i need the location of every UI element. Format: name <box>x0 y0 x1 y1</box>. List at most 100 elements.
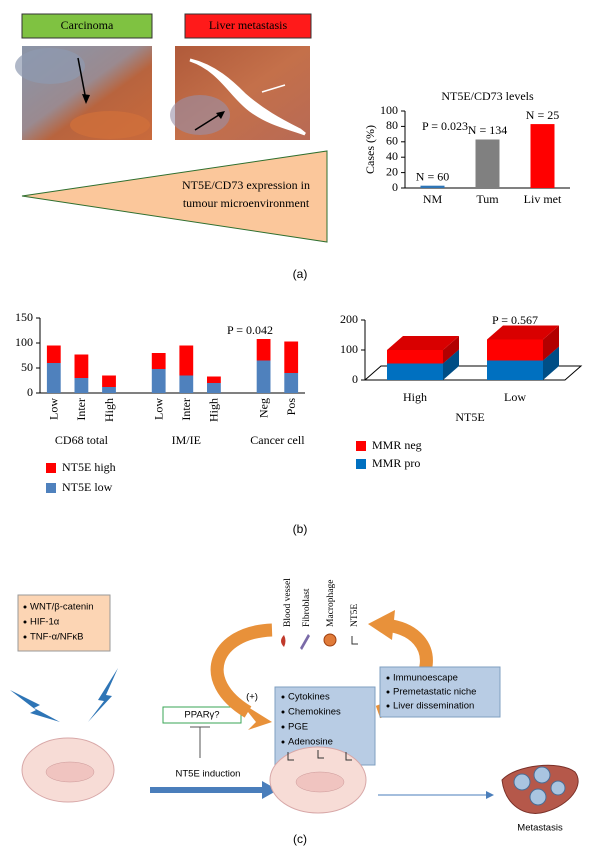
bar-segment <box>256 360 271 393</box>
micrograph <box>170 46 310 140</box>
mediator: PGE <box>288 722 308 733</box>
bar <box>475 139 500 188</box>
lightning <box>10 690 60 722</box>
mediator: Adenosine <box>288 737 333 748</box>
label-box <box>21 13 153 39</box>
legend-swatch <box>356 459 366 469</box>
bar-top <box>487 325 559 340</box>
group-label: IM/IE <box>172 433 201 447</box>
bar-side <box>443 336 459 364</box>
cell-type: Blood vessel <box>283 578 293 627</box>
signal: HIF-1α <box>30 617 60 628</box>
nucleus <box>295 771 345 793</box>
y-tick-label: 100 <box>15 335 33 349</box>
bar-side <box>443 349 459 380</box>
legend-swatch <box>46 463 56 473</box>
bar-side <box>543 325 559 361</box>
panel-label: (a) <box>293 267 308 281</box>
group-label: CD68 total <box>55 433 109 447</box>
lightning <box>88 668 118 722</box>
bar-segment <box>487 339 543 361</box>
arrowhead <box>262 781 278 799</box>
bar-segment <box>179 375 194 393</box>
bar-label: N = 60 <box>416 169 449 183</box>
bar <box>530 124 555 188</box>
x-tick-label: Low <box>47 398 61 420</box>
inhibitor: PPARγ? <box>184 710 219 721</box>
signal-box <box>17 594 111 652</box>
bar-segment <box>387 363 443 380</box>
y-tick-label: 100 <box>380 103 398 117</box>
bar-side <box>543 346 559 380</box>
mediator: Chemokines <box>288 707 341 718</box>
legend-label: MMR neg <box>372 438 422 452</box>
legend-swatch <box>46 483 56 493</box>
annotation: P = 0.023 <box>422 119 468 133</box>
panel-label: (b) <box>293 522 308 536</box>
result: Metastasis <box>517 823 563 834</box>
bar-segment <box>151 369 166 393</box>
y-tick-label: 100 <box>340 342 358 356</box>
bar-segment <box>46 363 61 393</box>
y-tick-label: 150 <box>15 310 33 324</box>
annotation: P = 0.567 <box>492 313 538 327</box>
y-tick-label: 0 <box>392 180 398 194</box>
outcome: Premetastatic niche <box>393 687 476 698</box>
bar <box>420 185 445 188</box>
x-tick-label: High <box>403 390 427 404</box>
macrophage-icon <box>323 633 337 647</box>
y-tick-label: 80 <box>386 118 398 132</box>
x-tick-label: Low <box>504 390 526 404</box>
triangle-text: NT5E/CD73 expression in <box>182 178 310 192</box>
diagram: WNT/β-catenin HIF-1α TNF-α/NFκB PPARγ? N… <box>10 578 579 834</box>
y-tick-label: 60 <box>386 134 398 148</box>
vessel-icon <box>281 635 286 647</box>
arrowhead <box>240 702 272 730</box>
bar-segment <box>74 378 89 393</box>
annotation: P = 0.042 <box>227 323 273 337</box>
y-tick-label: 40 <box>386 149 398 163</box>
feedback-arrow <box>210 623 273 718</box>
micrograph <box>15 46 152 140</box>
legend-swatch <box>356 441 366 451</box>
nt5e-icon <box>351 636 358 645</box>
gradient-triangle <box>21 150 328 243</box>
image-label: Liver metastasis <box>209 18 288 32</box>
panel-label: (c) <box>293 832 307 846</box>
arrowhead <box>486 791 494 799</box>
bar-segment <box>102 375 116 387</box>
triangle-text: tumour microenvironment <box>183 196 310 210</box>
y-tick-label: 50 <box>21 360 33 374</box>
feedback: (+) <box>246 692 258 703</box>
bar-top <box>387 336 459 350</box>
legend-label: MMR pro <box>372 456 420 470</box>
outcome-box <box>379 666 501 718</box>
bar-segment <box>46 345 61 363</box>
bar-segment <box>102 387 116 393</box>
y-tick-label: 0 <box>27 385 33 399</box>
signal: TNF-α/NFκB <box>30 632 84 643</box>
fibroblast-icon <box>300 634 310 650</box>
y-axis-label: Cases (%) <box>363 125 377 174</box>
x-tick-label: Neg <box>256 398 270 418</box>
y-tick-label: 200 <box>340 312 358 326</box>
x-tick-label: Inter <box>179 398 193 421</box>
y-tick-label: 0 <box>352 372 358 386</box>
cell-type: Macrophage <box>326 580 336 627</box>
x-tick-label: High <box>102 398 116 422</box>
bar-segment <box>74 354 89 378</box>
y-tick-label: 20 <box>386 164 398 178</box>
x-tick-label: Pos <box>284 398 298 416</box>
bar-segment <box>284 341 299 373</box>
legend-label: NT5E low <box>62 480 113 494</box>
x-tick-label: Liv met <box>524 192 562 206</box>
bar-segment <box>387 350 443 364</box>
label-box <box>184 13 312 39</box>
image-label: Carcinoma <box>61 18 114 32</box>
bar-segment <box>207 376 221 383</box>
bar-segment <box>179 345 194 376</box>
x-axis-label: NT5E <box>455 410 484 424</box>
x-tick-label: Inter <box>74 398 88 421</box>
x-tick-label: High <box>207 398 221 422</box>
